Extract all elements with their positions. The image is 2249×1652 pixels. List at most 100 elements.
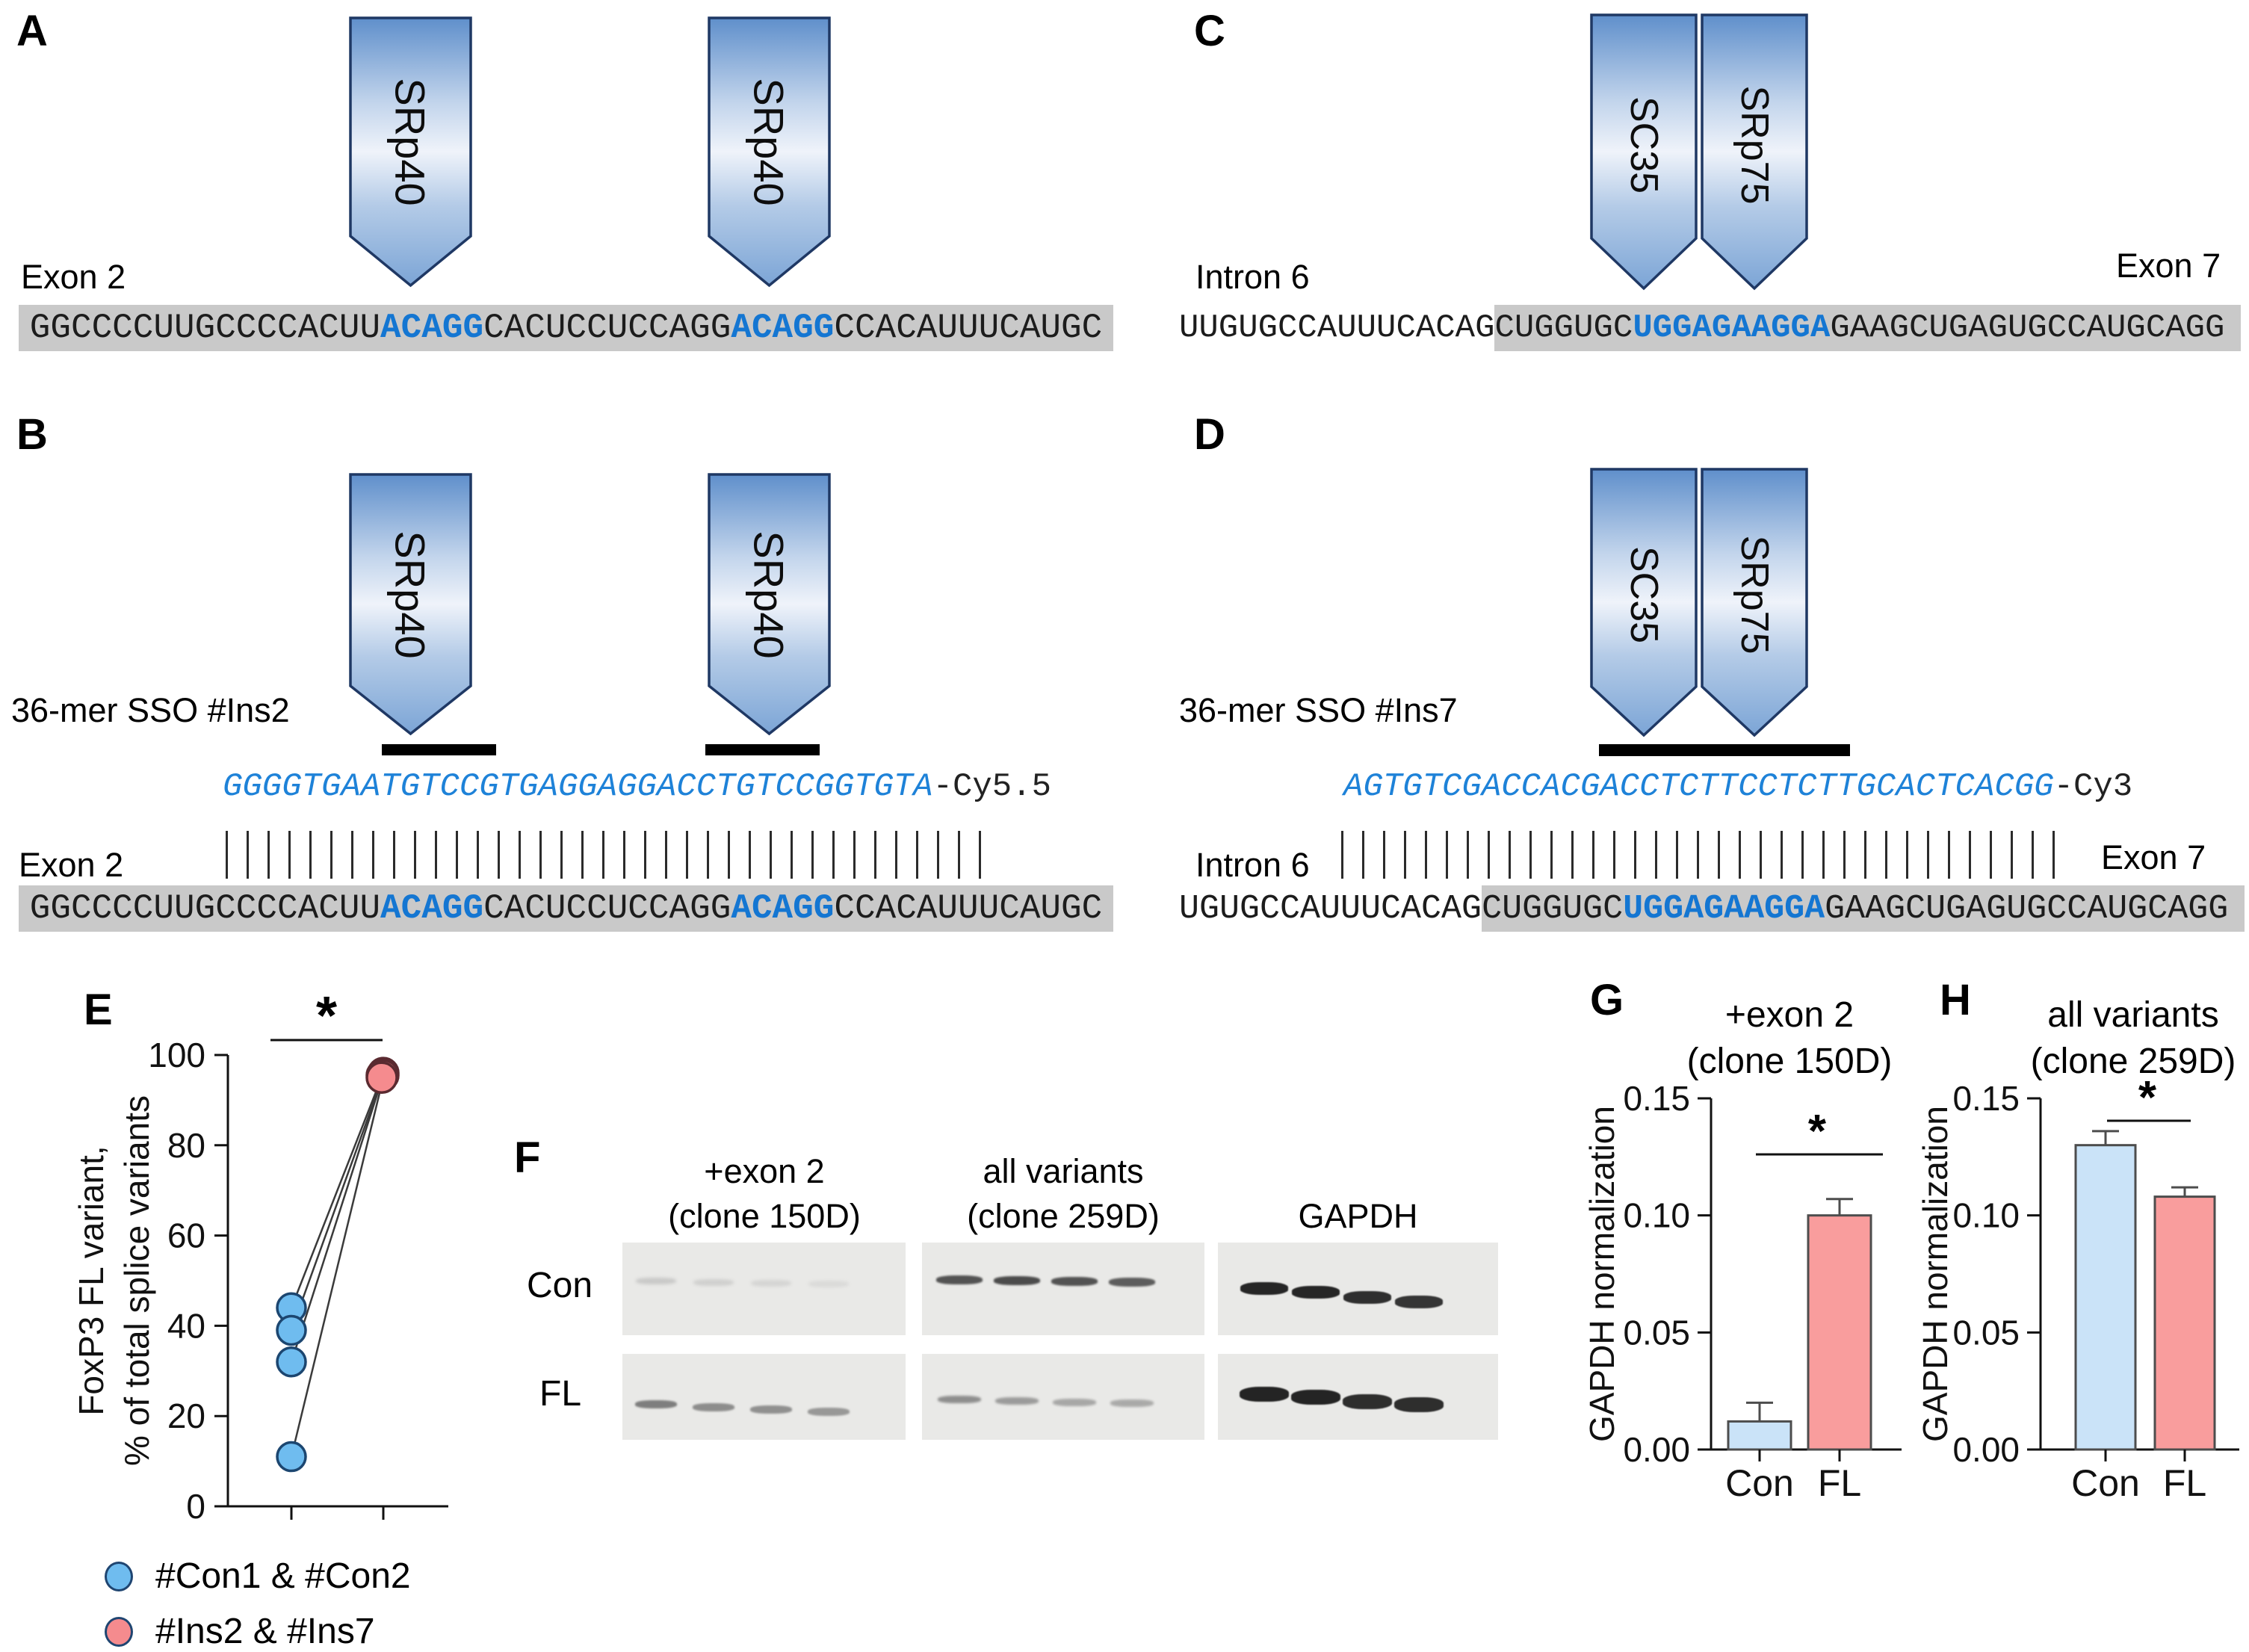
protein-band [1343, 1394, 1392, 1409]
svg-text:0.10: 0.10 [1952, 1196, 2020, 1235]
protein-band [936, 1275, 983, 1284]
panel-b-label: B [16, 410, 48, 459]
svg-text:*: * [1808, 1106, 1827, 1157]
panel-c-label: C [1194, 7, 1225, 55]
svg-text:FoxP3 FL variant,: FoxP3 FL variant, [72, 1145, 111, 1415]
svg-text:0.00: 0.00 [1952, 1430, 2020, 1469]
srp40-arrow-icon: SRp40 [708, 16, 831, 288]
ins-dot-icon [105, 1616, 133, 1647]
h-chart-title: all variants (clone 259D) [2030, 995, 2236, 1081]
svg-text:SRp40: SRp40 [746, 530, 793, 658]
panel-a-label: A [16, 7, 48, 55]
g-chart-title: +exon 2 (clone 150D) [1686, 995, 1893, 1081]
exon2-label: Exon 2 [21, 258, 126, 296]
protein-band [636, 1278, 676, 1284]
sequence-segment: ACAGG [731, 889, 835, 928]
protein-band [1394, 1397, 1444, 1412]
sequence-segment: GAAGCUGAGUGCCAUGCAGG [1825, 885, 2245, 932]
sequence-segment: UGGAGAAGGA [1623, 885, 1825, 932]
srp75-arrow-icon: SRp75 [1701, 468, 1808, 737]
svg-text:100: 100 [148, 1036, 205, 1074]
svg-text:FL: FL [1818, 1462, 1861, 1504]
protein-band [1110, 1399, 1154, 1407]
cy3-tag: -Cy3 [2053, 768, 2133, 805]
srp40-arrow-icon: SRp40 [349, 473, 472, 736]
blot-header-gapdh: GAPDH [1298, 1197, 1418, 1235]
sequence-segment: CACUCCUCCAGG [483, 889, 731, 928]
svg-text:% of total splice variants: % of total splice variants [117, 1095, 156, 1466]
blot-con-exon2 [622, 1243, 906, 1335]
srp40-arrow-icon: SRp40 [708, 473, 831, 736]
intron6-exon7-sequence: UGUGCCAUUUCACAG CUGGUGC UGGAGAAGGA GAAGCUGA… [1179, 885, 2245, 932]
sso-target-bar [705, 744, 820, 755]
protein-band [808, 1408, 850, 1416]
exon2-sequence: GGCCCCUUGCCCCACUU ACAGG CACUCCUCCAGG ACAGG C… [19, 885, 1113, 932]
protein-band [1109, 1278, 1155, 1287]
svg-text:0.00: 0.00 [1623, 1430, 1690, 1469]
sso-ins2-sequence: GGGGTGAATGTCCGTGAGGAGGACCTGTCCGGTGTA-Cy5… [223, 768, 1051, 805]
blot-con-allvariants [922, 1243, 1204, 1335]
exon2-sequence: GGCCCCUUGCCCCACUU ACAGG CACUCCUCCAGG ACAGG C… [19, 305, 1113, 351]
sequence-segment: GGCCCCUUGCCCCACUU [29, 889, 381, 928]
protein-band [1343, 1291, 1391, 1304]
sequence-segment: ACAGG [380, 309, 484, 347]
svg-text:0.15: 0.15 [1623, 1079, 1690, 1118]
svg-text:0: 0 [186, 1487, 205, 1526]
exon7-label: Exon 7 [2101, 838, 2206, 876]
svg-text:80: 80 [167, 1126, 205, 1165]
blot-header-allvariants: all variants (clone 259D) [967, 1152, 1160, 1235]
svg-text:SRp40: SRp40 [746, 78, 793, 205]
sso-ins7-bases: AGTGTCGACCACGACCTCTTCCTCTTGCACTCACGG [1343, 768, 2054, 805]
row-label-fl: FL [539, 1374, 582, 1414]
svg-text:GAPDH normalization: GAPDH normalization [1916, 1106, 1955, 1442]
svg-text:SRp40: SRp40 [387, 530, 434, 658]
blot-fl-exon2 [622, 1354, 906, 1440]
svg-text:SRp75: SRp75 [1733, 86, 1776, 205]
sequence-segment: CCACAUUUCAUGC [834, 309, 1103, 347]
sso-ins2-bases: GGGGTGAATGTCCGTGAGGAGGACCTGTCCGGTGTA [223, 768, 933, 805]
legend-con-label: #Con1 & #Con2 [155, 1556, 411, 1596]
svg-text:Con: Con [2071, 1462, 2140, 1504]
base-pairing-lines [1341, 831, 2073, 879]
panel-h-label: H [1940, 976, 1971, 1024]
svg-text:40: 40 [167, 1306, 205, 1345]
panel-g-label: G [1590, 976, 1624, 1024]
svg-text:20: 20 [167, 1396, 205, 1435]
sso-target-bar [382, 744, 496, 755]
svg-text:60: 60 [167, 1216, 205, 1255]
svg-text:SRp75: SRp75 [1733, 536, 1776, 655]
protein-band [808, 1281, 849, 1287]
sequence-segment: ACAGG [380, 889, 484, 928]
protein-band [1240, 1387, 1289, 1402]
protein-band [1240, 1282, 1288, 1295]
svg-text:0.05: 0.05 [1623, 1313, 1690, 1352]
con-dot-icon [105, 1561, 133, 1591]
sequence-segment: CUGGUGC [1482, 885, 1624, 932]
sequence-segment: ACAGG [731, 309, 835, 347]
row-label-con: Con [527, 1266, 593, 1305]
panel-e-label: E [84, 986, 113, 1034]
legend-item-ins: #Ins2 & #Ins7 [105, 1611, 375, 1652]
svg-text:0.05: 0.05 [1952, 1313, 2020, 1352]
svg-text:GAPDH normalization: GAPDH normalization [1583, 1106, 1621, 1442]
sso-target-bar [1599, 744, 1850, 756]
svg-text:0.10: 0.10 [1623, 1196, 1690, 1235]
svg-text:Con: Con [1725, 1462, 1794, 1504]
protein-band [1292, 1286, 1340, 1299]
blot-header-exon2: +exon 2 (clone 150D) [668, 1152, 861, 1235]
sequence-segment: CUGGUGC [1494, 305, 1633, 351]
svg-text:0.15: 0.15 [1952, 1079, 2020, 1118]
exon7-label: Exon 7 [2116, 247, 2221, 285]
protein-band [994, 1276, 1040, 1285]
protein-band [938, 1396, 981, 1403]
srp40-arrow-icon: SRp40 [349, 16, 472, 288]
sequence-segment: GAAGCUGAGUGCCAUGCAGG [1830, 305, 2242, 351]
svg-text:SC35: SC35 [1622, 546, 1665, 643]
sequence-segment: CACUCCUCCAGG [483, 309, 731, 347]
panel-f-label: F [514, 1133, 541, 1182]
protein-band [1291, 1390, 1340, 1405]
legend-ins-label: #Ins2 & #Ins7 [155, 1612, 375, 1651]
